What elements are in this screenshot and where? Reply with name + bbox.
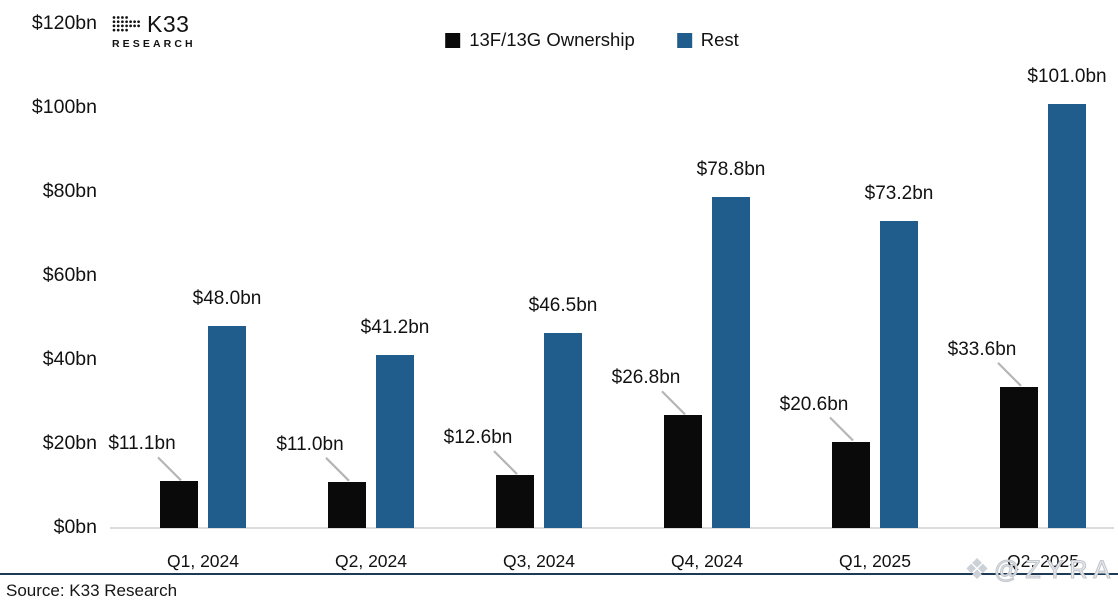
- leader-line: [493, 450, 518, 475]
- legend-label-ownership: 13F/13G Ownership: [469, 29, 635, 50]
- legend-item-ownership: 13F/13G Ownership: [445, 29, 635, 51]
- diamond-icon: ❖: [964, 554, 990, 586]
- bar-ownership: [328, 481, 366, 528]
- y-tick-label: $40bn: [42, 348, 97, 370]
- x-axis-label: Q1, 2025: [839, 551, 911, 571]
- bar-ownership: [160, 481, 198, 528]
- legend-label-rest: Rest: [700, 29, 739, 50]
- value-label-ownership: $20.6bn: [779, 393, 849, 415]
- value-label-rest: $48.0bn: [192, 288, 262, 310]
- k33-logo-subtext: RESEARCH: [112, 38, 196, 50]
- legend: 13F/13G Ownership Rest: [445, 29, 739, 51]
- value-label-rest: $46.5bn: [528, 294, 598, 316]
- bar-rest: [1048, 103, 1086, 528]
- y-tick-label: $80bn: [42, 180, 97, 202]
- y-tick-label: $20bn: [42, 432, 97, 454]
- k33-logo-text: K33: [147, 11, 190, 37]
- x-axis-label: Q1, 2024: [167, 551, 239, 571]
- value-label-rest: $101.0bn: [1027, 65, 1107, 87]
- value-label-ownership: $26.8bn: [611, 367, 681, 389]
- bar-rest: [544, 332, 582, 528]
- y-tick-label: $60bn: [42, 264, 97, 286]
- bar-rest: [712, 197, 750, 528]
- x-axis-label: Q3, 2024: [503, 551, 575, 571]
- footer-divider-line: [0, 573, 1118, 575]
- x-axis-baseline: [110, 527, 1114, 529]
- leader-line: [829, 416, 854, 442]
- value-label-ownership: $11.1bn: [108, 433, 176, 455]
- x-axis-label: Q2, 2024: [335, 551, 407, 571]
- bar-ownership: [664, 415, 702, 528]
- leader-line: [661, 390, 686, 416]
- leader-line: [157, 456, 182, 482]
- watermark-text: @ZYRA: [993, 556, 1117, 584]
- bar-rest: [376, 355, 414, 528]
- y-tick-label: $120bn: [31, 12, 97, 34]
- bar-ownership: [496, 475, 534, 528]
- leader-line: [325, 457, 350, 482]
- value-label-ownership: $12.6bn: [443, 427, 513, 449]
- watermark: ❖ @ZYRA: [964, 556, 1116, 585]
- value-label-rest: $78.8bn: [696, 159, 766, 180]
- bar-ownership: [1000, 386, 1038, 528]
- value-label-rest: $41.2bn: [360, 317, 430, 338]
- y-tick-label: $0bn: [53, 516, 97, 538]
- leader-line: [997, 362, 1022, 387]
- x-axis-label: Q2, 2025: [1007, 551, 1079, 571]
- bar-rest: [208, 326, 246, 528]
- value-label-rest: $73.2bn: [864, 182, 934, 204]
- source-text: Source: K33 Research: [6, 581, 178, 600]
- legend-swatch-ownership: [445, 32, 461, 48]
- legend-item-rest: Rest: [676, 29, 739, 51]
- x-axis-label: Q4, 2024: [671, 551, 743, 571]
- k33-dot-grid-icon: [112, 16, 140, 32]
- value-label-ownership: $11.0bn: [276, 433, 344, 455]
- bar-rest: [880, 220, 918, 528]
- bar-ownership: [832, 441, 870, 528]
- value-label-ownership: $33.6bn: [947, 338, 1017, 360]
- legend-swatch-rest: [676, 32, 692, 48]
- y-tick-label: $100bn: [31, 96, 97, 118]
- k33-logo: K33 RESEARCH: [112, 13, 196, 50]
